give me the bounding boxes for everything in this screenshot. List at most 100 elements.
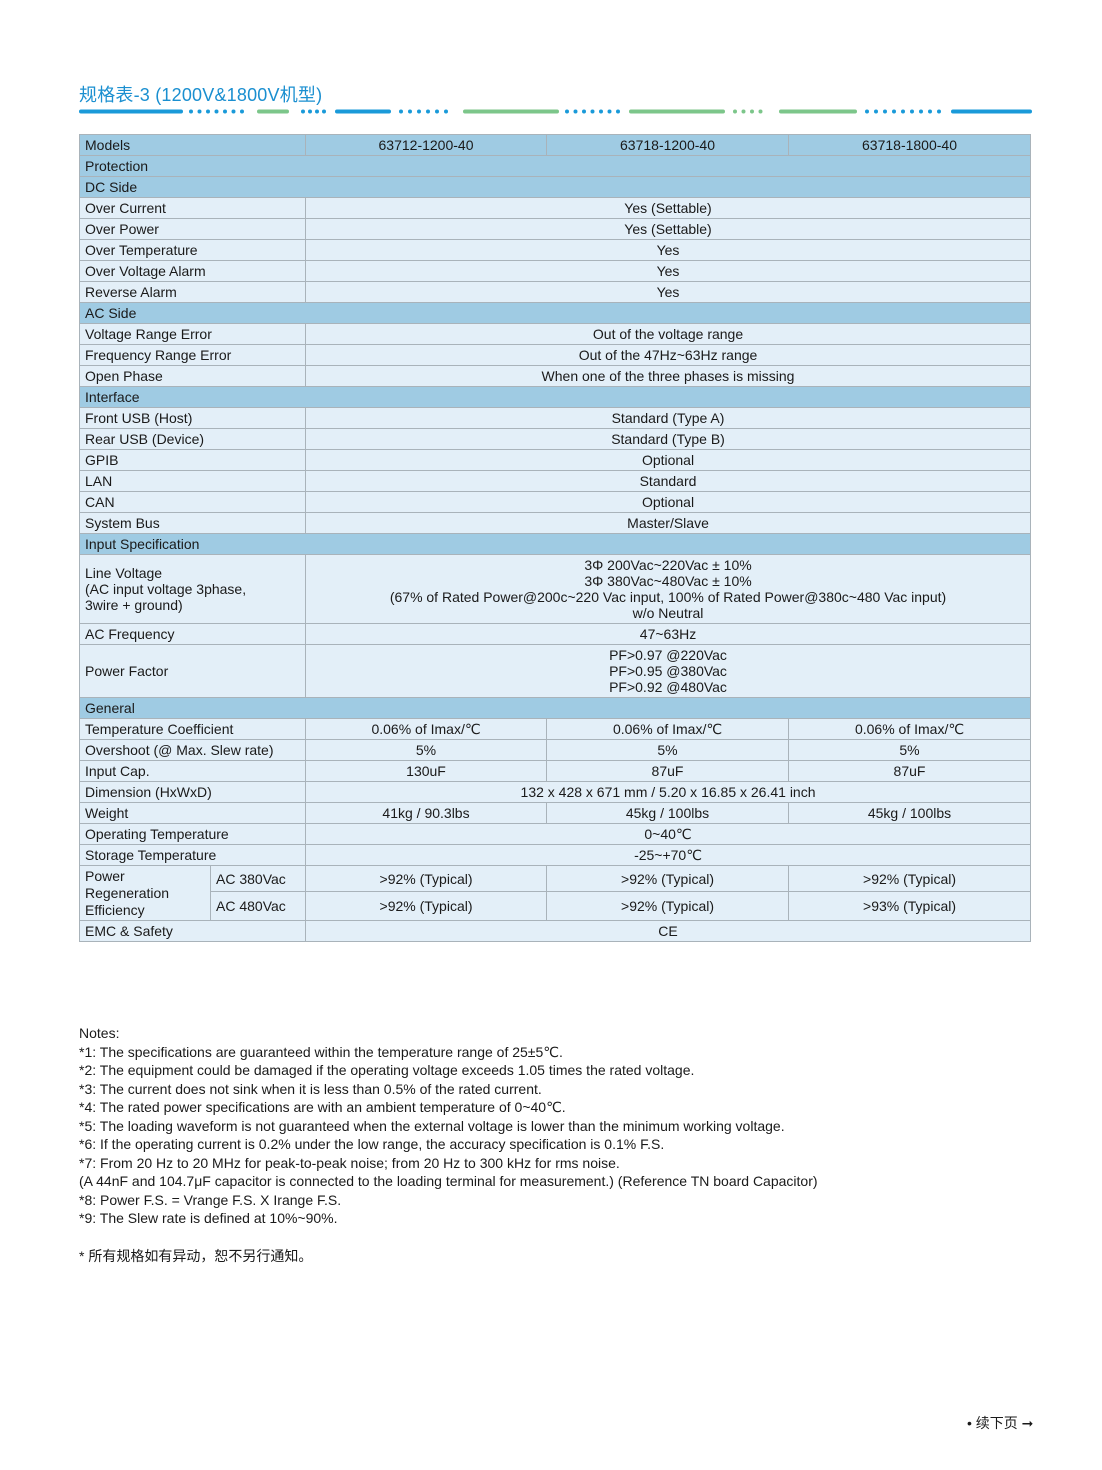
row-label: CAN [78, 491, 307, 513]
value-line: Optional [641, 494, 695, 510]
row-value: When one of the three phases is missing [305, 365, 1032, 387]
page-title: 规格表-3 (1200V&1800V机型) [79, 85, 323, 105]
section-row: AC Side [78, 302, 1032, 324]
table-row: Over Voltage Alarm Yes [78, 260, 1032, 282]
value-line: PF>0.95 @380Vac [609, 663, 727, 679]
table-row: Storage Temperature -25~+70℃ [78, 844, 1032, 866]
note-line: *2: The equipment could be damaged if th… [79, 1062, 695, 1078]
section-label: General [78, 697, 1032, 719]
table-row: Over Temperature Yes [78, 239, 1032, 261]
row-label: Dimension (HxWxD) [78, 781, 307, 803]
model-value: >92% (Typical) [788, 865, 1032, 892]
row-label: Line Voltage (AC input voltage 3phase, 3wi… [78, 554, 307, 624]
note-line: *9: The Slew rate is defined at 10%~90%. [79, 1210, 338, 1226]
spec-table: Models 63712-1200-40 63718-1200-40 63718… [78, 134, 1032, 942]
value-line: Standard [639, 473, 697, 489]
table-row: Overshoot (@ Max. Slew rate) 5% 5% 5% [78, 739, 1032, 761]
table-row: Frequency Range Error Out of the 47Hz~63H… [78, 344, 1032, 366]
model-value: 5% [305, 739, 548, 761]
table-row: Operating Temperature 0~40℃ [78, 823, 1032, 845]
table-row: Line Voltage (AC input voltage 3phase, 3wi… [78, 554, 1032, 624]
model-value: >92% (Typical) [305, 865, 548, 892]
row-value: 132 x 428 x 671 mm / 5.20 x 16.85 x 26.4… [305, 781, 1032, 803]
value-line: Out of the 47Hz~63Hz range [578, 347, 758, 363]
row-value: Optional [305, 491, 1032, 513]
row-label: Operating Temperature [78, 823, 307, 845]
table-row: EMC & Safety CE [78, 920, 1032, 942]
value-line: Standard (Type B) [611, 431, 725, 447]
model-3: 63718-1800-40 [788, 134, 1032, 156]
row-label-line: Efficiency [85, 901, 145, 918]
row-value: Master/Slave [305, 512, 1032, 534]
row-label: Storage Temperature [78, 844, 307, 866]
row-label: Input Cap. [78, 760, 307, 782]
disclaimer: * 所有规格如有异动，恕不另行通知。 [79, 1248, 313, 1264]
row-value: CE [305, 920, 1032, 942]
note-line: *1: The specifications are guaranteed wi… [79, 1043, 563, 1060]
note-line: Notes: [79, 1025, 120, 1041]
value-line: 47~63Hz [639, 626, 697, 642]
value-line: Yes [656, 284, 680, 300]
table-row: Power Regeneration Efficiency AC 380Vac >92%… [79, 865, 1032, 921]
value-line: CE [658, 923, 678, 939]
value-line: Out of the voltage range [592, 326, 744, 342]
model-value: 45kg / 100lbs [546, 802, 790, 824]
table-row: Reverse Alarm Yes [78, 281, 1032, 303]
value-line: Standard (Type A) [611, 410, 725, 426]
model-value: 0.06% of Imax/℃ [305, 718, 548, 740]
value-line: Yes (Settable) [624, 200, 712, 216]
model-value: 130uF [305, 760, 548, 782]
row-value: Out of the voltage range [305, 323, 1032, 345]
model-value: >92% (Typical) [546, 865, 790, 892]
section-row: DC Side [78, 176, 1032, 198]
table-row: Over Power Yes (Settable) [78, 218, 1032, 240]
row-value: Yes (Settable) [305, 197, 1032, 219]
note-line: *3: The current does not sink when it is… [79, 1080, 542, 1097]
row-label: Rear USB (Device) [78, 428, 307, 450]
table-row: GPIB Optional [78, 449, 1032, 471]
value-line: PF>0.97 @220Vac [609, 647, 727, 663]
row-value: 47~63Hz [305, 623, 1032, 645]
row-label: GPIB [78, 449, 307, 471]
note-line: *6: If the operating current is 0.2% und… [79, 1136, 665, 1152]
value-line: Yes [656, 242, 680, 258]
value-line: When one of the three phases is missing [541, 368, 795, 384]
table-row: Temperature Coefficient 0.06% of Imax/℃ 0.… [78, 718, 1032, 740]
table-row: Open Phase When one of the three phases i… [78, 365, 1032, 387]
row-label: Over Current [78, 197, 307, 219]
row-label: Temperature Coefficient [78, 718, 307, 740]
value-line: -25~+70℃ [634, 847, 702, 863]
value-line: PF>0.92 @480Vac [609, 679, 727, 695]
section-label: Input Specification [78, 533, 1032, 555]
models-row: Models 63712-1200-40 63718-1200-40 63718… [78, 134, 1032, 156]
row-label: Over Power [78, 218, 307, 240]
note-line: *5: The loading waveform is not guarante… [79, 1117, 785, 1134]
model-value: 5% [546, 739, 790, 761]
model-value: 87uF [788, 760, 1032, 782]
row-label: Reverse Alarm [78, 281, 307, 303]
value-line: 0~40℃ [644, 826, 692, 842]
value-line: Yes (Settable) [624, 221, 712, 237]
table-row: System Bus Master/Slave [78, 512, 1032, 534]
model-value: >92% (Typical) [546, 891, 790, 921]
model-value: 45kg / 100lbs [788, 802, 1032, 824]
row-label: Front USB (Host) [78, 407, 307, 429]
value-line: w/o Neutral [632, 605, 704, 621]
note-line: (A 44nF and 104.7μF capacitor is connect… [79, 1173, 818, 1189]
table-row: Dimension (HxWxD) 132 x 428 x 671 mm / 5.… [78, 781, 1032, 803]
row-label: Frequency Range Error [78, 344, 307, 366]
row-value: 3Φ 200Vac~220Vac ± 10% 3Φ 380Vac~480Vac ±… [305, 554, 1032, 624]
table-row: Voltage Range Error Out of the voltage ra… [78, 323, 1032, 345]
value-line: 3Φ 380Vac~480Vac ± 10% [584, 573, 752, 589]
row-label: Open Phase [78, 365, 307, 387]
model-1: 63712-1200-40 [305, 134, 548, 156]
table-row: CAN Optional [78, 491, 1032, 513]
row-value: Standard [305, 470, 1032, 492]
model-value: 41kg / 90.3lbs [305, 802, 548, 824]
section-label: DC Side [78, 176, 1032, 198]
sub-label: AC 380Vac [209, 865, 307, 892]
value-line: Yes [656, 263, 680, 279]
row-value: 0~40℃ [305, 823, 1032, 845]
row-label: Over Temperature [78, 239, 307, 261]
section-row: General [78, 697, 1032, 719]
